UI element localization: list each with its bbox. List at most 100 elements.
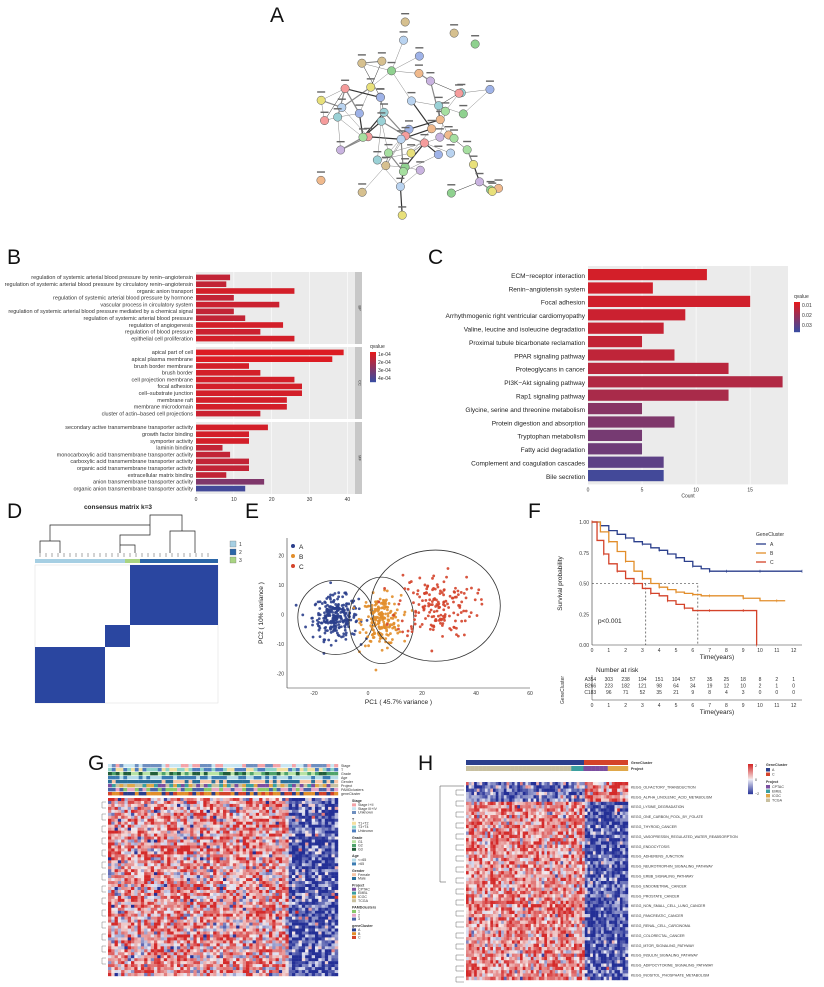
heat-cell bbox=[269, 824, 273, 828]
heat-cell bbox=[308, 922, 312, 926]
heat-cell bbox=[272, 839, 276, 843]
heat-cell bbox=[108, 806, 112, 811]
heat-cell bbox=[147, 839, 151, 843]
heat-cell bbox=[239, 818, 243, 822]
heat-cell bbox=[219, 842, 224, 846]
g-annot-cell bbox=[246, 768, 251, 772]
risk-cell: 121 bbox=[638, 684, 647, 690]
heat-cell bbox=[292, 800, 296, 805]
heat-cell bbox=[252, 931, 257, 935]
heat-cell bbox=[163, 815, 168, 819]
heat-cell bbox=[242, 919, 247, 923]
heat-cell bbox=[190, 818, 194, 822]
heat-cell bbox=[114, 881, 119, 885]
heat-cell bbox=[193, 884, 197, 888]
heat-cell bbox=[318, 892, 322, 897]
network-node bbox=[485, 84, 495, 94]
heat-cell bbox=[321, 872, 326, 876]
heat-cell bbox=[252, 827, 257, 831]
g-annot-cell bbox=[284, 776, 289, 780]
heat-cell bbox=[275, 928, 280, 932]
heat-cell bbox=[318, 809, 322, 814]
pca-point bbox=[431, 588, 434, 592]
heat-cell bbox=[127, 925, 132, 929]
heat-cell bbox=[137, 878, 142, 882]
heat-cell bbox=[134, 830, 138, 834]
heat-cell bbox=[269, 869, 273, 873]
surv-legend-label: B bbox=[770, 551, 774, 557]
heat-cell bbox=[232, 798, 237, 802]
heat-cell bbox=[334, 803, 339, 808]
heat-cell bbox=[124, 863, 128, 867]
heat-cell bbox=[137, 881, 142, 885]
heat-cell bbox=[140, 809, 145, 814]
heat-cell bbox=[206, 931, 211, 935]
network-edge bbox=[430, 80, 460, 94]
heat-cell bbox=[229, 833, 234, 837]
heat-cell bbox=[200, 872, 204, 876]
heat-cell bbox=[213, 904, 217, 908]
heat-cell bbox=[157, 809, 161, 814]
heat-cell bbox=[239, 901, 243, 905]
heat-cell bbox=[150, 806, 155, 811]
heat-cell bbox=[167, 931, 171, 935]
heat-cell bbox=[252, 878, 257, 882]
heat-cell bbox=[167, 925, 171, 929]
heat-cell bbox=[242, 815, 247, 819]
heat-cell bbox=[265, 925, 270, 929]
heat-cell bbox=[203, 854, 207, 858]
heat-cell bbox=[328, 839, 332, 843]
heat-cell bbox=[275, 907, 280, 911]
heat-cell bbox=[246, 881, 250, 885]
heat-cell bbox=[147, 887, 151, 891]
heat-cell bbox=[331, 907, 335, 911]
heat-cell bbox=[170, 889, 174, 894]
network-node bbox=[440, 106, 450, 116]
heat-cell bbox=[223, 848, 227, 852]
heat-cell bbox=[131, 860, 135, 864]
heat-cell bbox=[305, 881, 309, 885]
heat-cell bbox=[134, 913, 138, 917]
heat-cell bbox=[331, 884, 335, 888]
heat-cell bbox=[265, 931, 270, 935]
heat-cell bbox=[278, 809, 283, 814]
heat-cell bbox=[160, 818, 165, 822]
pca-point bbox=[430, 615, 434, 619]
heat-cell bbox=[334, 827, 339, 831]
heat-cell bbox=[147, 857, 151, 861]
heat-cell bbox=[186, 833, 191, 837]
heat-cell bbox=[265, 839, 270, 843]
heat-cell bbox=[252, 863, 257, 867]
g-annot-cell bbox=[261, 772, 266, 776]
kegg-legend-swatch bbox=[794, 311, 800, 313]
network-edge bbox=[344, 87, 381, 98]
heat-cell bbox=[249, 913, 253, 917]
pca-point bbox=[336, 608, 340, 612]
heat-cell bbox=[331, 821, 335, 825]
g-annot-cell bbox=[177, 764, 182, 768]
heat-cell bbox=[262, 925, 266, 929]
heat-cell bbox=[239, 857, 243, 861]
heat-cell bbox=[255, 916, 260, 920]
heat-cell bbox=[183, 821, 188, 825]
network-node-label bbox=[397, 130, 406, 132]
heat-cell bbox=[223, 931, 227, 935]
heat-cell bbox=[200, 884, 204, 888]
heat-cell bbox=[160, 845, 165, 849]
heat-cell bbox=[229, 910, 234, 914]
heat-cell bbox=[223, 845, 227, 849]
heat-cell bbox=[265, 824, 270, 828]
heat-cell bbox=[186, 922, 191, 926]
kegg-term-label: Complement and coagulation cascades bbox=[471, 461, 586, 468]
heat-cell bbox=[183, 833, 188, 837]
heat-cell bbox=[173, 800, 178, 805]
heat-cell bbox=[160, 830, 165, 834]
heat-cell bbox=[236, 824, 240, 828]
heat-cell bbox=[262, 928, 266, 932]
g-annot-cell bbox=[131, 788, 136, 792]
heat-cell bbox=[239, 812, 243, 816]
kegg-legend-swatch bbox=[794, 323, 800, 325]
heat-cell bbox=[223, 827, 227, 831]
network-node bbox=[320, 116, 329, 126]
heat-cell bbox=[275, 884, 280, 888]
